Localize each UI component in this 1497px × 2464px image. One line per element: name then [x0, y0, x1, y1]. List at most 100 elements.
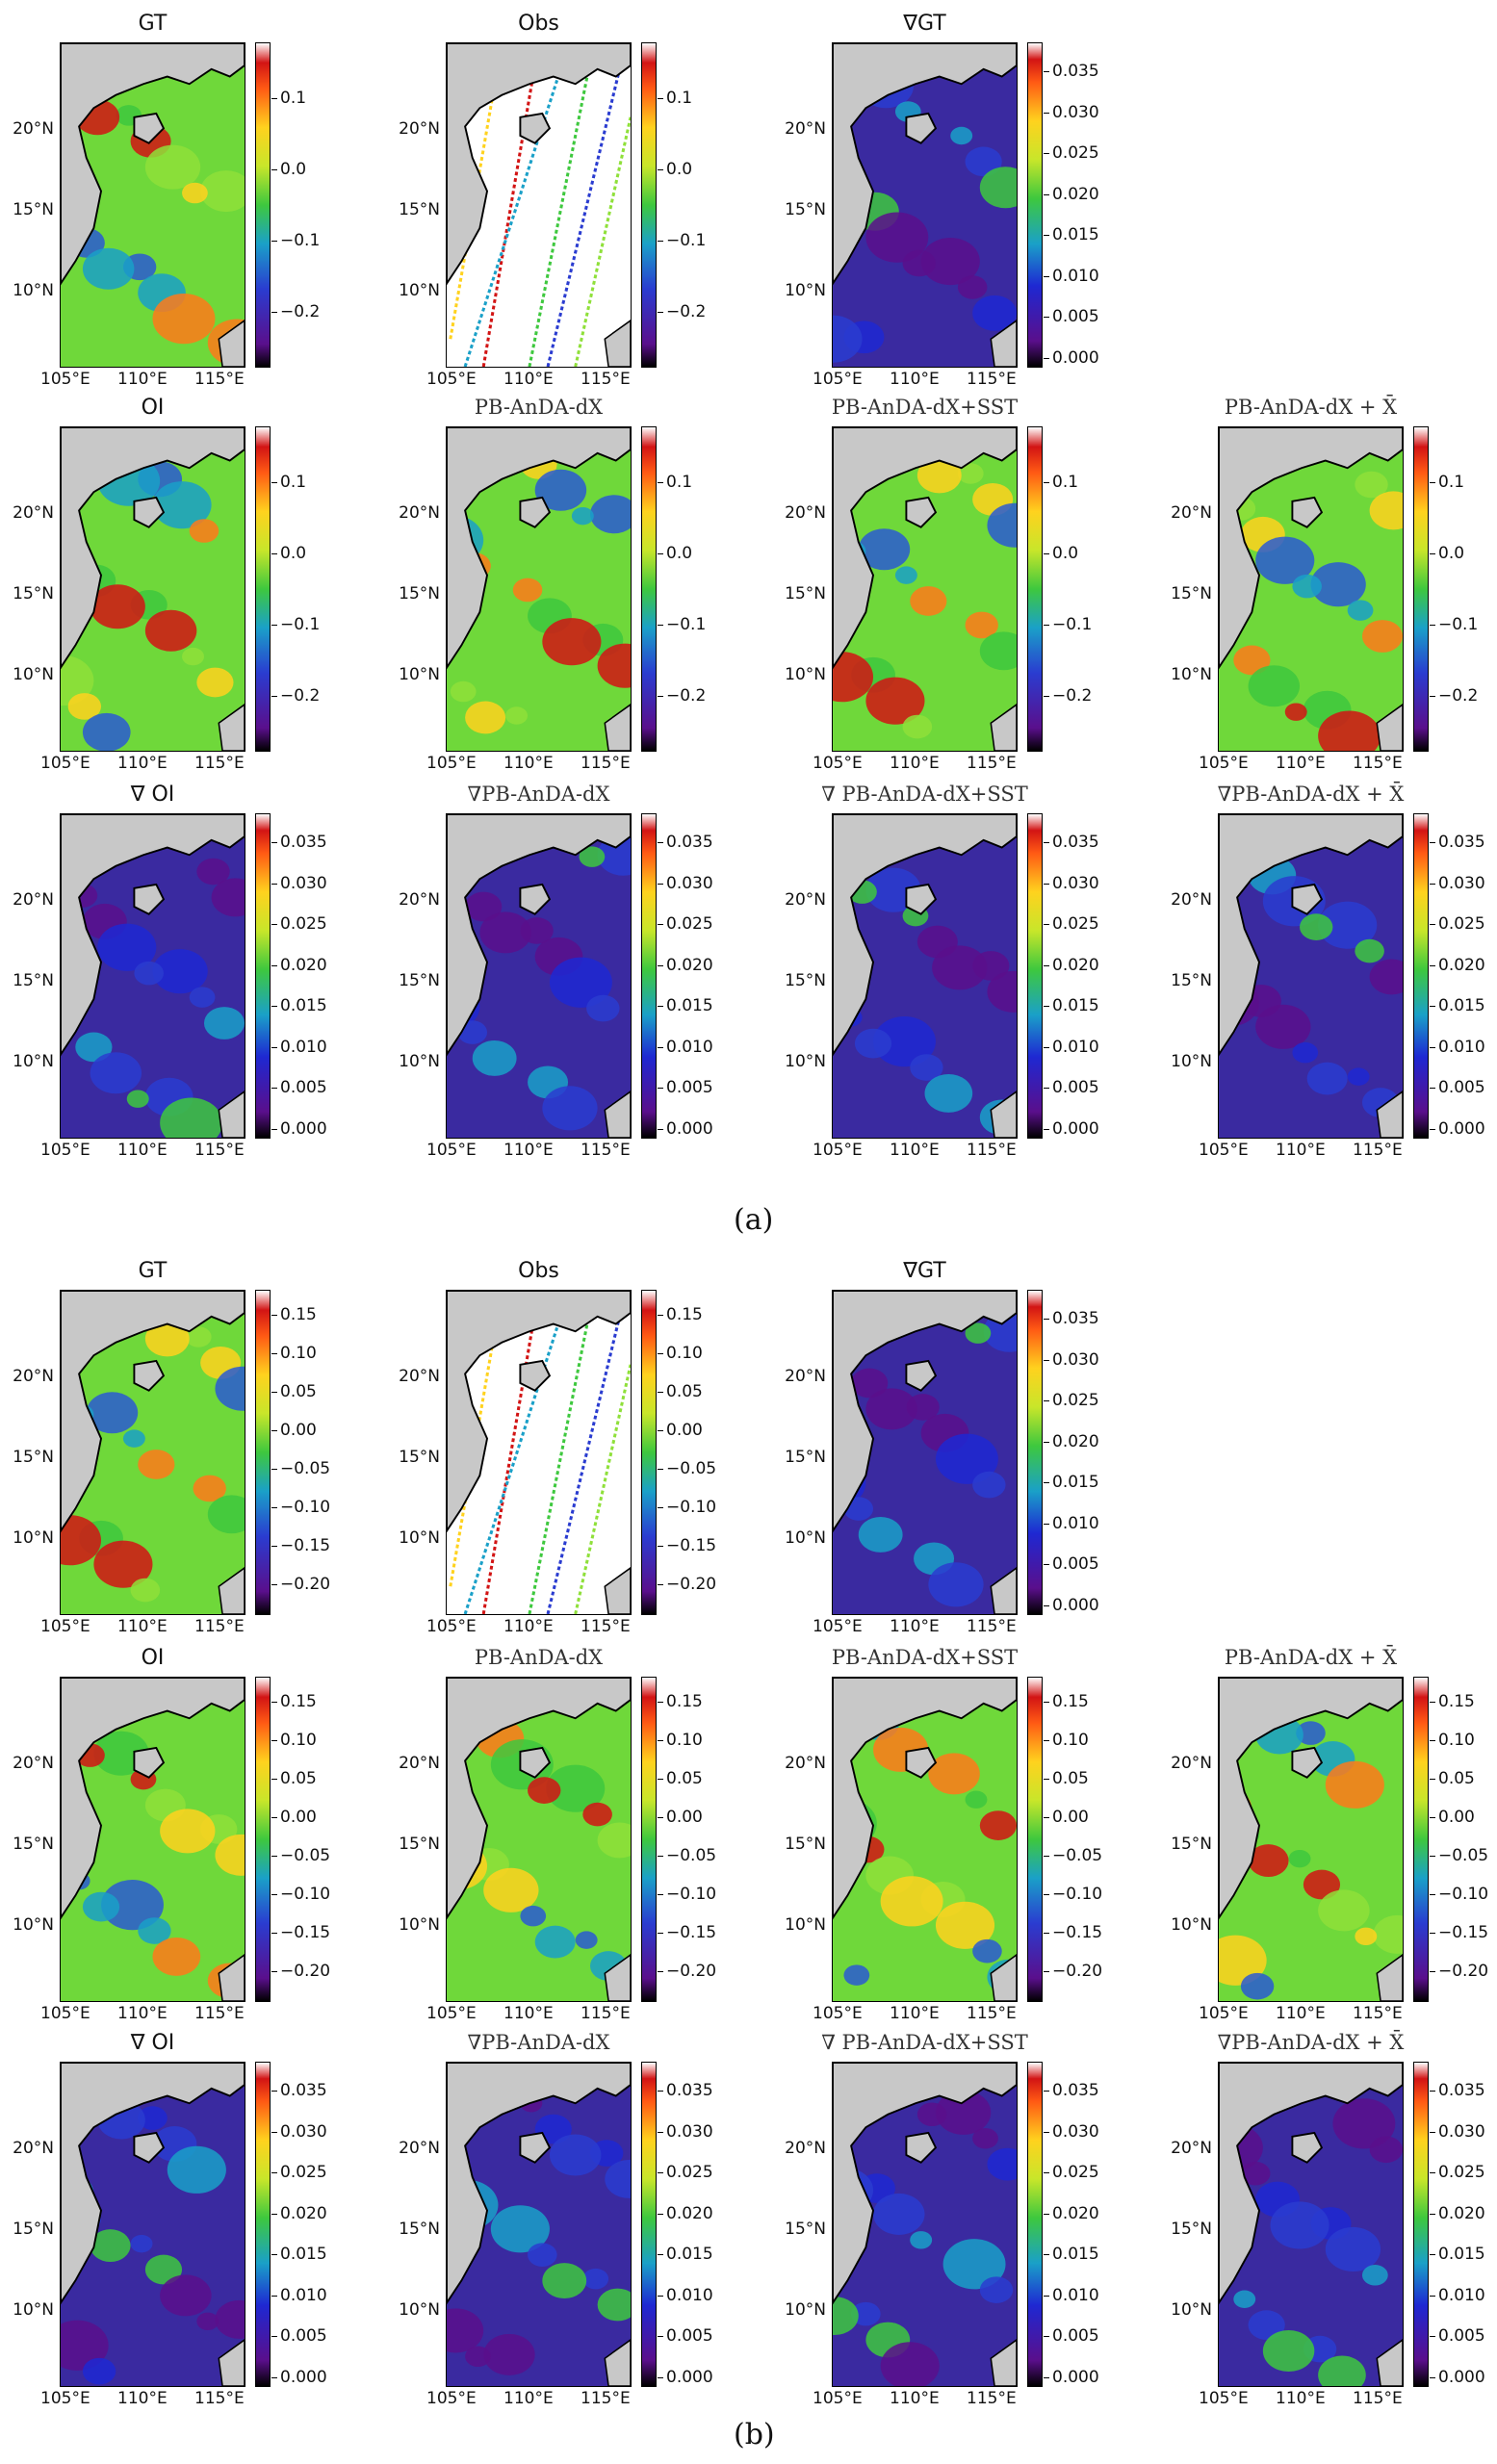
colorbar-tick-label: −0.2 [271, 302, 321, 321]
colorbar-tick-label: 0.035 [1430, 2081, 1485, 2100]
lon-tick-label: 105°E [813, 754, 863, 773]
lat-tick-label: 15°N [399, 200, 440, 219]
colorbar-tick-label: 0.035 [658, 833, 713, 852]
colorbar-tick-label: −0.15 [1429, 1923, 1489, 1942]
colorbar-tick-label: 0.15 [271, 1692, 317, 1711]
lon-tick-label: 105°E [426, 2389, 477, 2408]
lat-tick-label: 20°N [785, 119, 826, 139]
lat-tick-label: 20°N [399, 890, 440, 910]
colorbar-tick-label: 0.05 [271, 1382, 317, 1401]
colorbar-tick-label: 0.015 [658, 996, 713, 1016]
lon-tick-label: 110°E [1276, 2389, 1326, 2408]
colorbar-tick-label: 0.025 [1430, 2163, 1485, 2183]
lat-tick-label: 20°N [1171, 890, 1212, 910]
colorbar-tick-label: −0.20 [1043, 1962, 1103, 1981]
map-panel [60, 426, 245, 752]
colorbar-tick-label: 0.020 [271, 955, 327, 975]
panel-title: ∇ PB-AnDA-dX+SST [821, 783, 1028, 806]
lon-tick-label: 110°E [117, 1141, 168, 1160]
lon-tick-label: 105°E [813, 1141, 863, 1160]
lat-tick-label: 10°N [13, 1915, 54, 1935]
lon-tick-label: 105°E [40, 370, 90, 389]
lon-tick-label: 110°E [503, 1141, 554, 1160]
colorbar-tick-label: 0.020 [1430, 955, 1485, 975]
map-panel [1218, 2062, 1404, 2387]
panel-title: ∇PB-AnDA-dX [467, 2031, 610, 2054]
lat-tick-label: 15°N [13, 200, 54, 219]
colorbar [1027, 1290, 1043, 1615]
colorbar-tick-label: 0.025 [271, 2163, 327, 2183]
lon-tick-label: 115°E [581, 2389, 631, 2408]
colorbar-tick-label: 0.010 [658, 1037, 713, 1057]
lon-tick-label: 110°E [503, 2389, 554, 2408]
lon-tick-label: 110°E [890, 2389, 940, 2408]
colorbar-tick-label: −0.05 [271, 1459, 331, 1478]
lon-tick-label: 105°E [813, 2004, 863, 2023]
lat-tick-label: 20°N [399, 119, 440, 139]
colorbar-tick-label: 0.0 [271, 160, 307, 179]
lat-tick-label: 20°N [13, 119, 54, 139]
lon-tick-label: 110°E [117, 1617, 168, 1636]
colorbar [641, 2062, 657, 2387]
colorbar-tick-label: 0.00 [271, 1421, 317, 1440]
lon-tick-label: 105°E [426, 2004, 477, 2023]
colorbar-tick-label: 0.1 [271, 89, 307, 108]
colorbar-tick-label: 0.010 [1044, 1037, 1099, 1057]
colorbar-tick-label: −0.1 [657, 615, 707, 634]
colorbar-tick-label: 0.025 [1430, 914, 1485, 935]
colorbar-tick-label: 0.00 [271, 1808, 317, 1827]
colorbar-tick-label: 0.010 [1430, 2285, 1485, 2305]
lat-tick-label: 15°N [785, 1835, 826, 1854]
colorbar-tick-label: 0.035 [1044, 1309, 1099, 1328]
lon-tick-label: 110°E [890, 754, 940, 773]
colorbar-tick-label: 0.015 [1044, 1473, 1099, 1493]
colorbar-tick-label: 0.025 [1044, 143, 1099, 164]
lat-tick-label: 15°N [13, 1448, 54, 1467]
lon-tick-label: 115°E [1353, 2389, 1403, 2408]
lat-tick-label: 15°N [399, 584, 440, 603]
colorbar-tick-label: 0.025 [1044, 2163, 1099, 2183]
colorbar-tick-label: 0.015 [1044, 996, 1099, 1016]
lon-tick-label: 115°E [194, 2004, 245, 2023]
colorbar-tick-label: 0.10 [271, 1344, 317, 1363]
lat-tick-label: 10°N [399, 1915, 440, 1935]
lat-tick-label: 20°N [1171, 1754, 1212, 1773]
colorbar-tick-label: 0.005 [271, 2326, 327, 2347]
lat-tick-label: 10°N [13, 665, 54, 684]
lon-tick-label: 105°E [40, 2389, 90, 2408]
colorbar-tick-label: 0.1 [1429, 473, 1465, 492]
lat-tick-label: 20°N [1171, 503, 1212, 523]
lat-tick-label: 20°N [785, 1367, 826, 1386]
panel-title: ∇ OI [130, 783, 175, 807]
lon-tick-label: 115°E [967, 1617, 1017, 1636]
colorbar-tick-label: −0.05 [1043, 1846, 1103, 1865]
colorbar-tick-label: 0.10 [1044, 1731, 1089, 1750]
panel-title: PB-AnDA-dX + X̄ [1224, 396, 1398, 419]
lon-tick-label: 105°E [1199, 754, 1249, 773]
lon-tick-label: 105°E [1199, 2389, 1249, 2408]
lon-tick-label: 115°E [1353, 1141, 1403, 1160]
colorbar-tick-label: 0.010 [1044, 266, 1099, 286]
map-panel [446, 426, 632, 752]
lat-tick-label: 15°N [785, 2220, 826, 2239]
colorbar-tick-label: 0.035 [658, 2081, 713, 2100]
lat-tick-label: 10°N [399, 281, 440, 300]
lon-tick-label: 115°E [194, 2389, 245, 2408]
colorbar-tick-label: 0.005 [1044, 307, 1099, 327]
lat-tick-label: 15°N [785, 200, 826, 219]
colorbar-tick-label: 0.020 [1044, 955, 1099, 975]
lon-tick-label: 115°E [1353, 2004, 1403, 2023]
map-panel [60, 42, 245, 368]
panel-title: PB-AnDA-dX+SST [831, 396, 1019, 419]
colorbar-tick-label: −0.2 [657, 302, 707, 321]
lat-tick-label: 10°N [785, 281, 826, 300]
colorbar-tick-label: 0.15 [658, 1692, 703, 1711]
lat-tick-label: 10°N [785, 2300, 826, 2320]
colorbar-tick-label: 0.020 [1044, 1431, 1099, 1451]
colorbar-tick-label: 0.005 [271, 1078, 327, 1098]
colorbar-tick-label: 0.00 [1430, 1808, 1475, 1827]
lat-tick-label: 10°N [13, 1528, 54, 1548]
colorbar-tick-label: 0.10 [271, 1731, 317, 1750]
colorbar-tick-label: −0.15 [271, 1923, 331, 1942]
colorbar [1027, 426, 1043, 752]
